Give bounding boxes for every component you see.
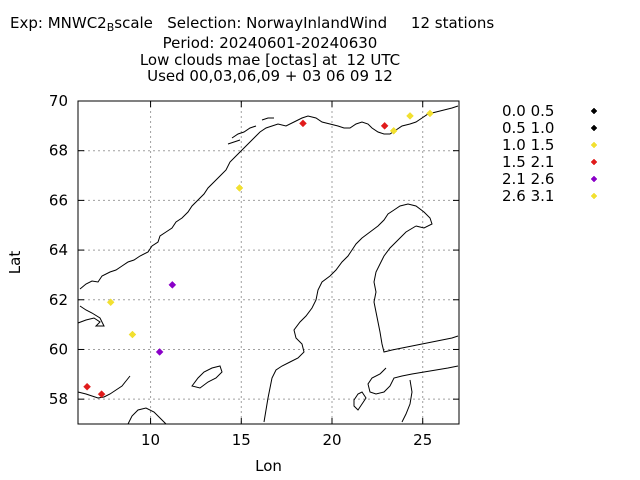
- y-tick-label: 70: [49, 92, 68, 110]
- coastline-norway: [77, 105, 459, 399]
- legend-label: 1.5 2.1: [502, 153, 554, 171]
- legend: 0.0 0.50.5 1.01.0 1.51.5 2.12.1 2.62.6 3…: [502, 102, 598, 205]
- station-point: [426, 109, 434, 118]
- station-point: [106, 298, 115, 307]
- y-tick-label: 66: [49, 191, 68, 209]
- y-tick-label: 58: [49, 390, 68, 408]
- legend-marker: [590, 158, 598, 166]
- experiment-suffix: scale Selection: NorwayInlandWind 12 sta…: [114, 14, 495, 32]
- station-point: [299, 119, 307, 128]
- legend-marker: [590, 175, 598, 183]
- y-axis-label: Lat: [6, 251, 24, 275]
- station-point: [380, 121, 389, 130]
- station-point: [406, 112, 414, 120]
- legend-label: 0.5 1.0: [502, 119, 554, 137]
- legend-marker: [590, 192, 598, 200]
- coastline-finland: [373, 225, 459, 353]
- station-point: [389, 126, 398, 135]
- coastline-baltics: [367, 365, 459, 423]
- x-axis-label: Lon: [255, 457, 282, 475]
- experiment-subscript: B: [106, 21, 115, 34]
- coastline-lofoten: [227, 117, 274, 145]
- station-point: [128, 330, 137, 339]
- station-point: [155, 348, 164, 356]
- coastline-gotland: [353, 391, 367, 411]
- variable-title: Low clouds mae [octas] at 12 UTC: [139, 51, 401, 69]
- station-point: [168, 281, 177, 289]
- legend-label: 0.0 0.5: [502, 102, 554, 120]
- station-point: [97, 390, 106, 399]
- y-tick-label: 62: [49, 291, 68, 309]
- used-title: Used 00,03,06,09 + 03 06 09 12: [147, 67, 393, 85]
- y-tick-label: 68: [49, 142, 68, 160]
- period-title: Period: 20240601-20240630: [162, 34, 378, 52]
- x-tick-label: 20: [322, 431, 341, 449]
- legend-marker: [590, 141, 598, 149]
- x-tick-label: 10: [141, 431, 160, 449]
- y-tick-label: 64: [49, 241, 68, 259]
- legend-marker: [590, 124, 598, 132]
- coastline: [77, 105, 459, 425]
- y-tick-label: 60: [49, 340, 68, 358]
- coastline-denmark: [127, 407, 167, 425]
- legend-label: 2.6 3.1: [502, 187, 554, 205]
- station-point: [235, 184, 244, 192]
- legend-label: 2.1 2.6: [502, 170, 554, 188]
- legend-marker: [590, 107, 598, 115]
- station-point: [83, 382, 91, 391]
- experiment-prefix: Exp: MNWC2: [10, 14, 107, 32]
- experiment-title: Exp: MNWC2Bscale Selection: NorwayInland…: [10, 14, 494, 37]
- plot-frame: [77, 100, 460, 425]
- x-tick-label: 15: [232, 431, 251, 449]
- lake-vanern: [191, 365, 223, 389]
- data-points: [83, 109, 434, 399]
- coastline-sweden-east: [263, 203, 433, 423]
- axis-ticks: 10 15 20 25 58 60 62 64 66 68 70: [49, 92, 459, 449]
- x-tick-label: 25: [413, 431, 432, 449]
- legend-label: 1.0 1.5: [502, 136, 554, 154]
